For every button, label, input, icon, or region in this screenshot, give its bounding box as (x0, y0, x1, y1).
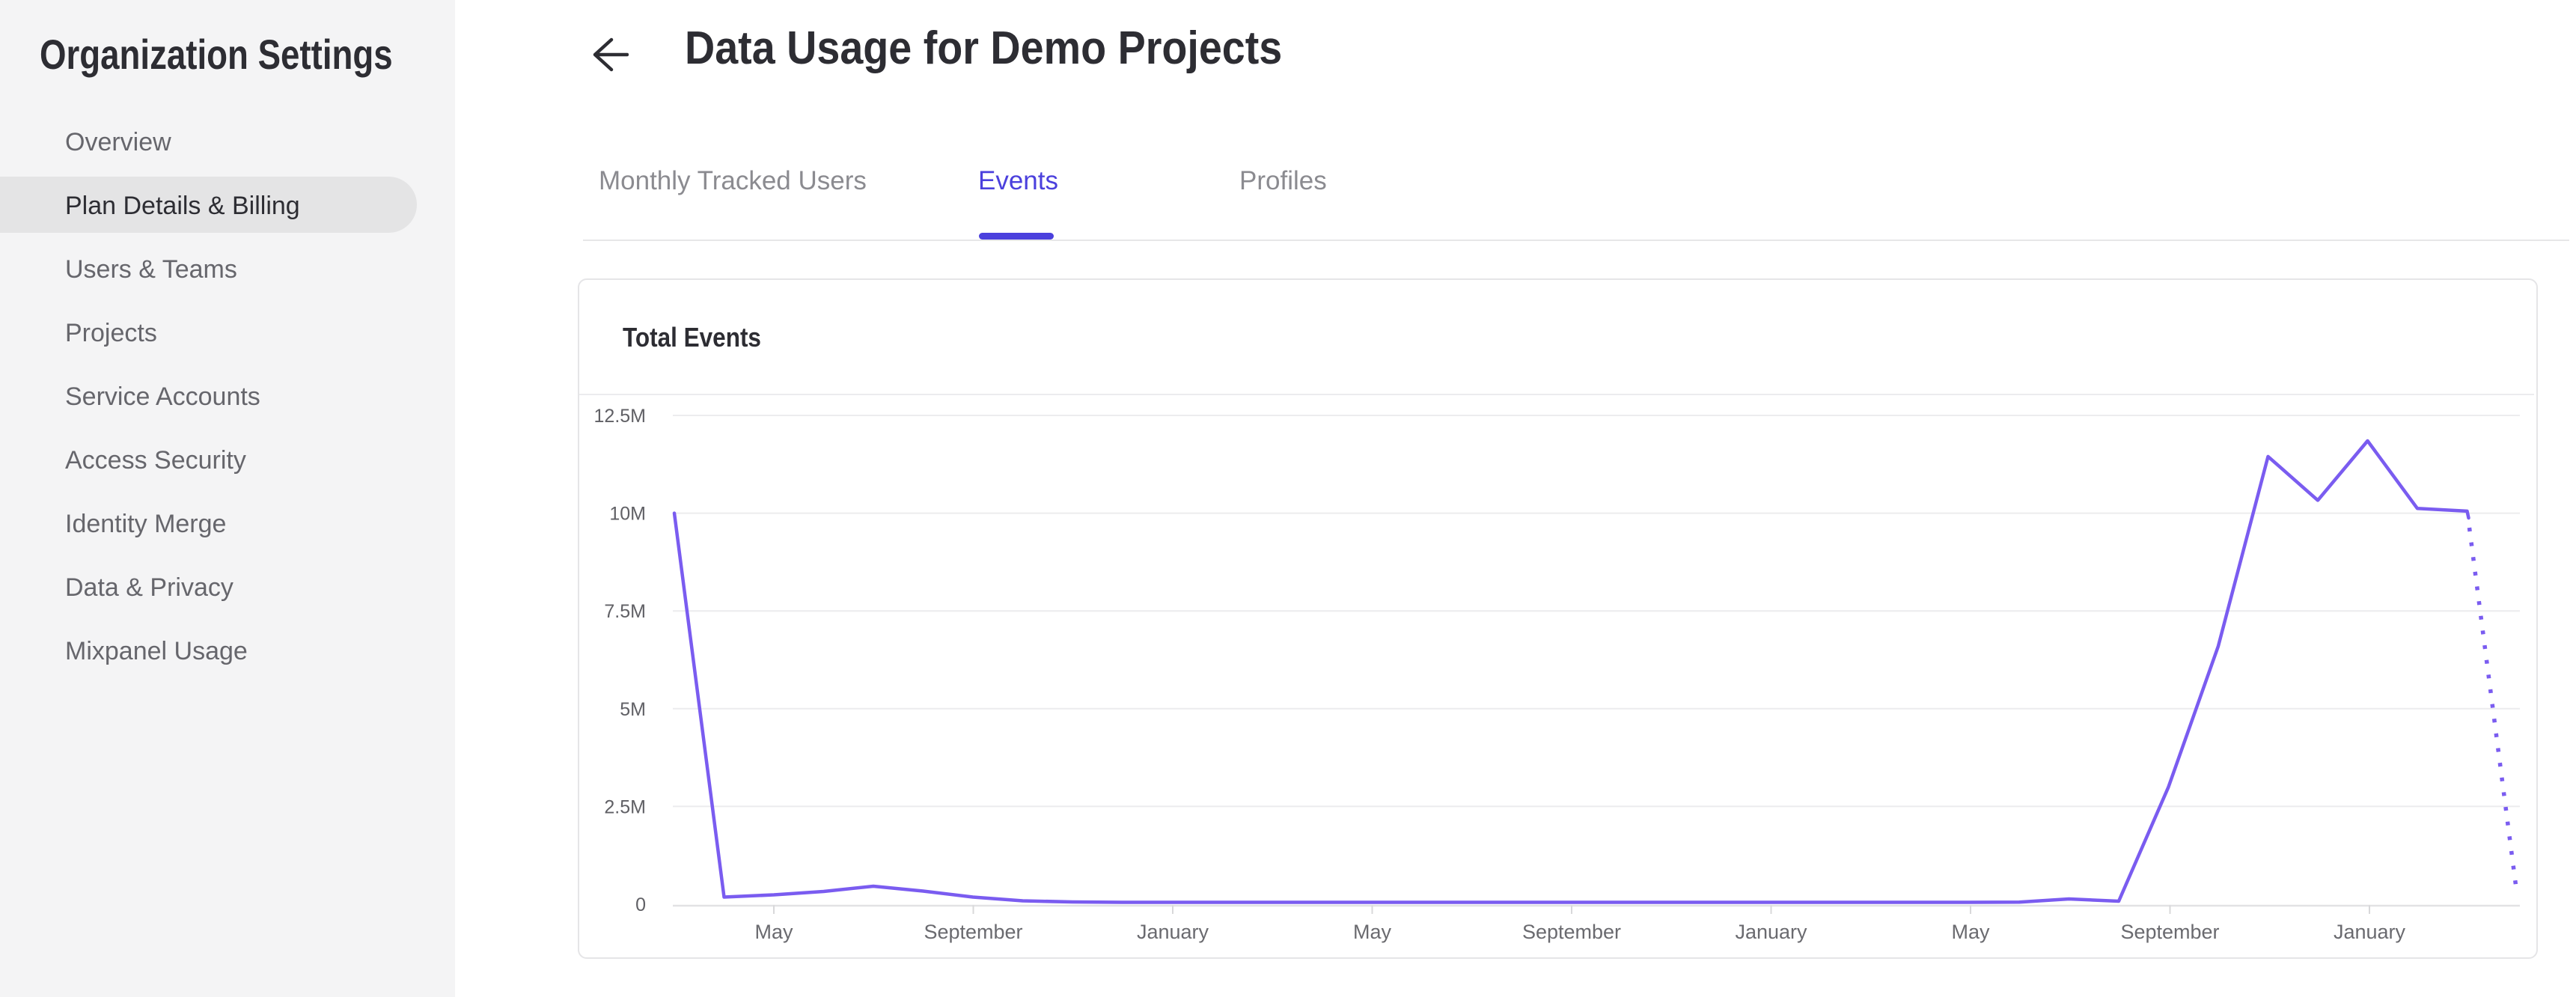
svg-text:May: May (754, 921, 793, 943)
svg-text:May: May (1353, 921, 1392, 943)
svg-text:September: September (924, 921, 1022, 943)
svg-text:January: January (2334, 921, 2406, 943)
svg-text:5M: 5M (620, 699, 646, 720)
svg-text:10M: 10M (609, 504, 646, 525)
svg-text:January: January (1137, 921, 1209, 943)
svg-text:January: January (1735, 921, 1807, 943)
svg-text:0: 0 (635, 894, 646, 915)
svg-text:September: September (1522, 921, 1621, 943)
svg-text:12.5M: 12.5M (594, 406, 646, 427)
svg-text:7.5M: 7.5M (604, 601, 646, 622)
svg-text:September: September (2120, 921, 2219, 943)
svg-text:May: May (1951, 921, 1990, 943)
svg-text:2.5M: 2.5M (604, 796, 646, 817)
